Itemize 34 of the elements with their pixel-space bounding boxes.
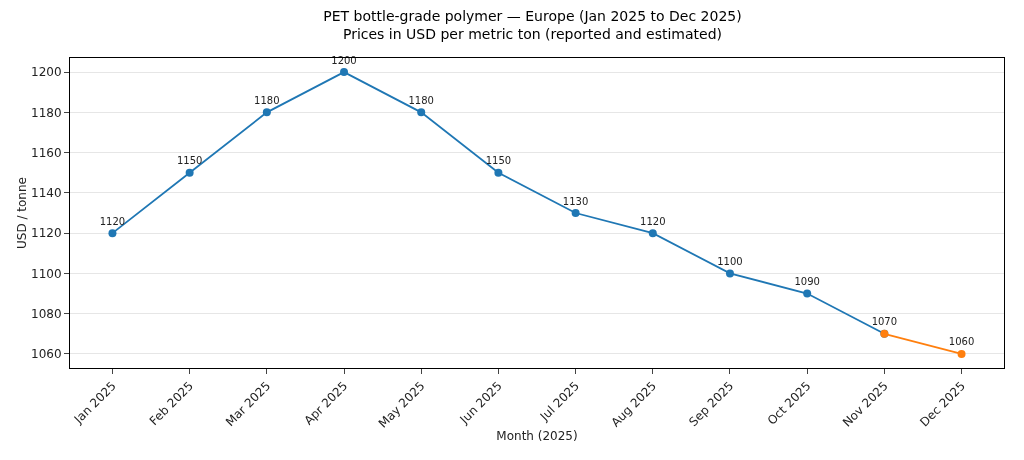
data-label: 1130 <box>562 195 589 207</box>
data-label: 1180 <box>254 94 280 106</box>
y-tick-label: 1120 <box>31 226 62 241</box>
point <box>725 269 734 278</box>
y-tick-label: 1200 <box>31 65 62 80</box>
y-tick-label: 1060 <box>31 347 62 362</box>
point <box>340 68 349 77</box>
point <box>185 168 194 177</box>
data-label: 1100 <box>717 255 743 267</box>
point <box>108 229 117 238</box>
point <box>571 209 580 217</box>
chart-subtitle: Prices in USD per metric ton (reported and estimated) <box>342 25 722 42</box>
y-tick-label: 1140 <box>31 186 62 201</box>
data-label: 1150 <box>485 155 512 167</box>
x-axis-title: Month (2025) <box>496 429 578 444</box>
data-label: 1180 <box>408 94 434 106</box>
point <box>262 108 271 117</box>
data-label: 1090 <box>794 276 820 288</box>
data-label: 1120 <box>640 215 666 227</box>
y-tick-label: 1080 <box>31 306 62 321</box>
point <box>803 289 812 298</box>
point <box>494 168 503 177</box>
data-label: 1150 <box>176 155 203 167</box>
y-tick-label: 1180 <box>31 105 62 120</box>
point <box>417 108 426 117</box>
y-tick-label: 1100 <box>31 266 62 281</box>
chart-title: PET bottle-grade polymer — Europe (Jan 2025 to Dec 2025) <box>323 7 742 24</box>
data-label: 1060 <box>948 336 975 348</box>
data-label: 1120 <box>99 215 126 227</box>
point <box>957 349 966 358</box>
data-label: 1070 <box>871 316 898 328</box>
y-axis-title: USD / tonne <box>15 177 30 249</box>
point <box>648 229 657 238</box>
y-tick-label: 1160 <box>31 145 62 160</box>
